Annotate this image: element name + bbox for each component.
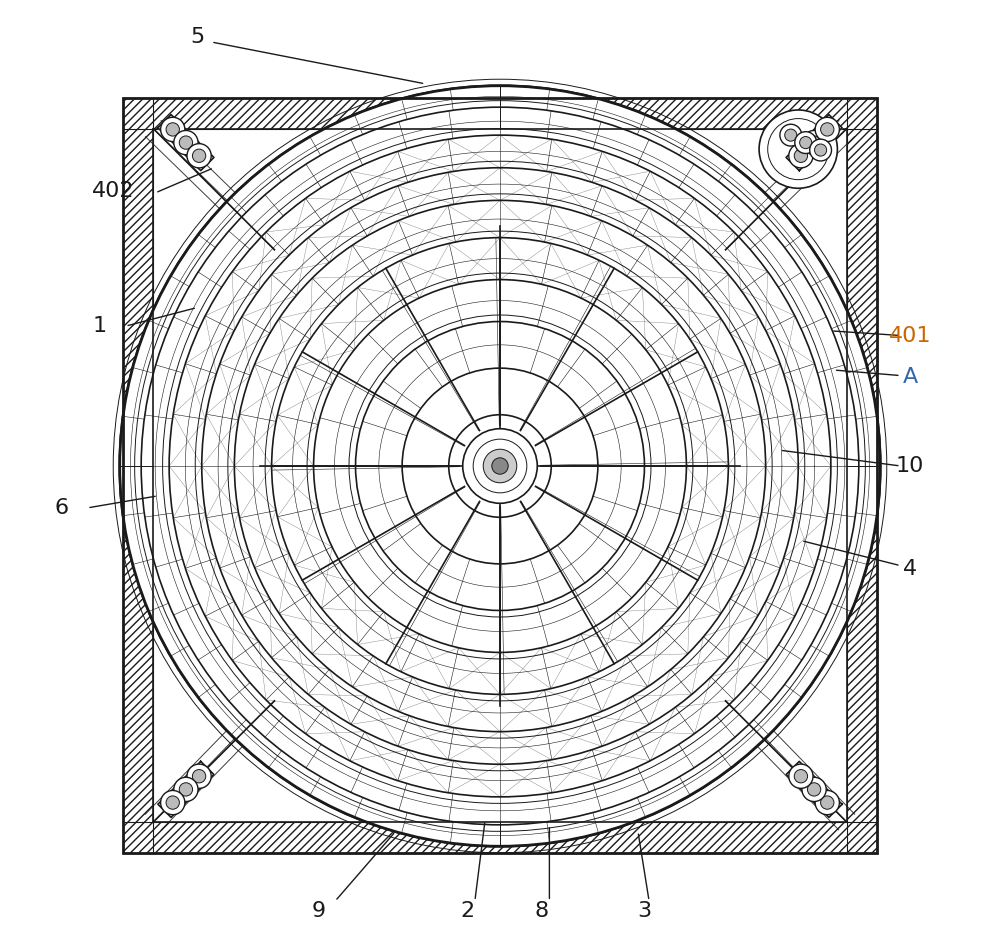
Bar bbox=[847, 98, 877, 853]
Text: 2: 2 bbox=[460, 901, 474, 922]
Polygon shape bbox=[786, 115, 842, 171]
Circle shape bbox=[821, 123, 834, 136]
Circle shape bbox=[815, 144, 827, 156]
Text: 3: 3 bbox=[637, 901, 652, 922]
Bar bbox=[123, 98, 153, 853]
Circle shape bbox=[794, 149, 808, 162]
Circle shape bbox=[807, 783, 821, 796]
Text: 6: 6 bbox=[55, 498, 69, 518]
Bar bbox=[123, 98, 153, 853]
Circle shape bbox=[161, 117, 185, 142]
Circle shape bbox=[483, 449, 517, 483]
Circle shape bbox=[789, 144, 813, 168]
Bar bbox=[153, 129, 847, 822]
Circle shape bbox=[187, 764, 211, 788]
Text: 4: 4 bbox=[903, 558, 917, 579]
Text: 10: 10 bbox=[896, 456, 924, 476]
Text: 1: 1 bbox=[92, 316, 106, 336]
Circle shape bbox=[759, 110, 837, 188]
Circle shape bbox=[120, 86, 880, 846]
Text: 9: 9 bbox=[311, 901, 325, 922]
Circle shape bbox=[800, 136, 812, 148]
Circle shape bbox=[492, 458, 508, 474]
Circle shape bbox=[785, 129, 797, 141]
Circle shape bbox=[192, 770, 206, 783]
Circle shape bbox=[795, 131, 817, 154]
Circle shape bbox=[166, 123, 179, 136]
Bar bbox=[123, 822, 877, 853]
Circle shape bbox=[192, 149, 206, 162]
Circle shape bbox=[802, 777, 826, 802]
Circle shape bbox=[174, 777, 198, 802]
Bar bbox=[123, 98, 877, 853]
Circle shape bbox=[768, 118, 829, 180]
Circle shape bbox=[179, 136, 193, 149]
Circle shape bbox=[174, 130, 198, 155]
Circle shape bbox=[789, 764, 813, 788]
Circle shape bbox=[166, 796, 179, 809]
Circle shape bbox=[463, 429, 537, 503]
Circle shape bbox=[815, 790, 839, 815]
Text: A: A bbox=[902, 367, 918, 388]
Circle shape bbox=[810, 139, 832, 161]
Circle shape bbox=[815, 117, 839, 142]
Circle shape bbox=[802, 130, 826, 155]
Circle shape bbox=[187, 144, 211, 168]
Polygon shape bbox=[158, 761, 214, 817]
Text: 8: 8 bbox=[535, 901, 549, 922]
Text: 5: 5 bbox=[190, 27, 204, 48]
Polygon shape bbox=[158, 115, 214, 171]
Text: 402: 402 bbox=[92, 181, 134, 201]
Circle shape bbox=[780, 124, 802, 146]
Circle shape bbox=[179, 783, 193, 796]
Bar bbox=[847, 98, 877, 853]
Circle shape bbox=[794, 770, 808, 783]
Text: 401: 401 bbox=[889, 325, 931, 346]
Bar bbox=[123, 822, 877, 853]
Circle shape bbox=[807, 136, 821, 149]
Circle shape bbox=[161, 790, 185, 815]
Circle shape bbox=[473, 439, 527, 493]
Circle shape bbox=[821, 796, 834, 809]
Polygon shape bbox=[786, 761, 842, 817]
Bar bbox=[123, 98, 877, 129]
Bar bbox=[123, 98, 877, 129]
